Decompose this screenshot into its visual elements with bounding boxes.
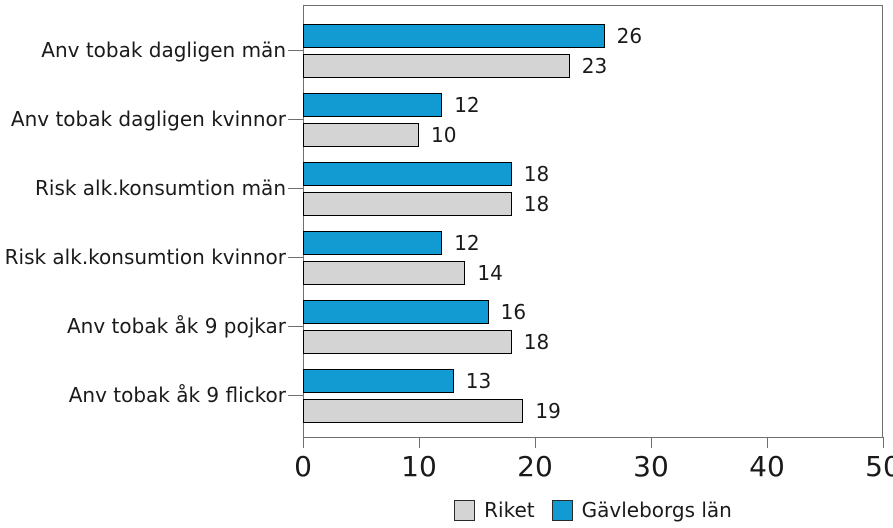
bar-riket: [303, 54, 570, 78]
bar-riket: [303, 399, 524, 423]
bar-value-label: 16: [500, 300, 527, 324]
legend-label: Riket: [484, 498, 535, 522]
bar-value-label: 26: [616, 24, 643, 48]
bar-value-label: 14: [477, 261, 503, 285]
x-tick-label: 50: [865, 450, 893, 483]
legend-item-gavleborgs-lan: Gävleborgs län: [551, 497, 732, 523]
bar-value-label: 23: [581, 54, 608, 78]
bar-value-label: 13: [465, 369, 492, 393]
x-tick-label: 20: [517, 450, 553, 483]
bar-value-label: 19: [535, 399, 561, 423]
x-tick-mark: [651, 437, 652, 448]
legend: Riket Gävleborgs län: [303, 496, 883, 524]
y-tick-mark: [288, 257, 303, 258]
bar-gavleborgs-lan: [303, 300, 489, 324]
category-label: Anv tobak dagligen kvinnor: [10, 107, 286, 131]
bar-gavleborgs-lan: [303, 369, 454, 393]
bar-gavleborgs-lan: [303, 24, 605, 48]
legend-item-riket: Riket: [454, 497, 535, 523]
bar-value-label: 18: [523, 192, 550, 216]
category-label: Anv tobak åk 9 pojkar: [67, 314, 286, 338]
category-label: Risk alk.konsumtion kvinnor: [4, 245, 286, 269]
bar-riket: [303, 330, 512, 354]
x-tick-mark: [883, 437, 884, 448]
bar-value-label: 12: [454, 231, 480, 255]
bar-gavleborgs-lan: [303, 93, 443, 117]
y-tick-mark: [288, 119, 303, 120]
bar-gavleborgs-lan: [303, 231, 443, 255]
x-tick-label: 40: [749, 450, 785, 483]
x-tick-mark: [535, 437, 536, 448]
y-tick-mark: [288, 50, 303, 51]
category-label: Risk alk.konsumtion män: [34, 176, 286, 200]
x-tick-mark: [303, 437, 304, 448]
bar-value-label: 18: [523, 330, 550, 354]
x-tick-mark: [767, 437, 768, 448]
legend-swatch-riket: [454, 499, 476, 521]
x-tick-label: 0: [294, 450, 312, 483]
bar-riket: [303, 261, 466, 285]
bar-riket: [303, 192, 512, 216]
y-tick-mark: [288, 395, 303, 396]
x-tick-mark: [419, 437, 420, 448]
legend-swatch-gavleborgs-lan: [551, 499, 573, 521]
bar-riket: [303, 123, 419, 147]
y-tick-mark: [288, 188, 303, 189]
x-tick-label: 10: [401, 450, 437, 483]
bar-value-label: 10: [431, 123, 457, 147]
category-label: Anv tobak åk 9 flickor: [68, 383, 286, 407]
x-tick-label: 30: [633, 450, 669, 483]
plot-area: 26 23 12 10 18 18 12 14 16 18 13 19: [303, 5, 883, 438]
category-label: Anv tobak dagligen män: [41, 38, 286, 62]
y-tick-mark: [288, 326, 303, 327]
legend-label: Gävleborgs län: [581, 498, 732, 522]
bar-value-label: 18: [523, 162, 550, 186]
bar-value-label: 12: [454, 93, 480, 117]
bar-gavleborgs-lan: [303, 162, 512, 186]
